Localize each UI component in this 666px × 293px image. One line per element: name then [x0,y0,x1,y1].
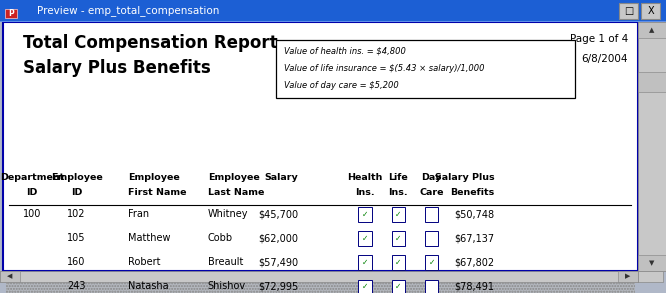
Text: Ins.: Ins. [388,188,408,197]
Text: Total Compensation Report: Total Compensation Report [23,34,277,52]
Text: ✓: ✓ [395,282,402,291]
Bar [358,231,372,246]
Text: $78,491: $78,491 [454,281,494,291]
Bar [618,271,638,282]
Text: Employee: Employee [128,173,180,182]
Text: ▶: ▶ [625,273,631,279]
Text: Care: Care [420,188,444,197]
Text: 243: 243 [67,281,86,291]
Bar [0,271,638,282]
Text: ✓: ✓ [362,258,368,267]
Bar [358,207,372,222]
Bar [392,207,405,222]
Text: Cobb: Cobb [208,233,233,243]
Text: ◀: ◀ [7,273,13,279]
Bar [358,280,372,293]
Bar [425,255,438,270]
Text: Department: Department [0,173,64,182]
Bar [0,0,666,22]
Bar [425,207,438,222]
Text: ▲: ▲ [649,27,655,33]
Bar [3,22,638,271]
Text: Ins.: Ins. [355,188,375,197]
Text: ✓: ✓ [362,234,368,243]
Text: Last Name: Last Name [208,188,264,197]
Bar [638,72,666,92]
Bar [638,22,666,38]
Text: ✓: ✓ [428,258,435,267]
Text: Day: Day [422,173,442,182]
Text: ✓: ✓ [395,210,402,219]
Text: Salary Plus Benefits: Salary Plus Benefits [23,59,210,76]
Text: ✓: ✓ [395,234,402,243]
Text: $72,995: $72,995 [258,281,298,291]
Text: $50,748: $50,748 [454,209,494,219]
Text: Salary Plus: Salary Plus [434,173,494,182]
Text: Value of life insurance = $(5.43 × salary)/1,000: Value of life insurance = $(5.43 × salar… [284,64,484,73]
Text: 6/8/2004: 6/8/2004 [581,54,628,64]
Bar [358,255,372,270]
Bar [5,9,17,18]
Text: Employee: Employee [208,173,260,182]
Bar [392,280,405,293]
Bar [6,280,635,293]
Text: 160: 160 [67,257,86,267]
Text: Natasha: Natasha [128,281,168,291]
Text: Page 1 of 4: Page 1 of 4 [570,34,628,44]
Text: $45,700: $45,700 [258,209,298,219]
Text: Health: Health [347,173,383,182]
Bar [6,280,635,293]
Bar [638,271,663,282]
Text: Breault: Breault [208,257,243,267]
Text: Life: Life [388,173,408,182]
Text: ID: ID [26,188,38,197]
Text: X: X [647,6,654,16]
Bar [425,280,438,293]
Text: Value of health ins. = $4,800: Value of health ins. = $4,800 [284,47,406,56]
Bar [276,40,575,98]
Text: Salary: Salary [264,173,298,182]
Text: ✓: ✓ [395,258,402,267]
Text: Employee: Employee [51,173,103,182]
Bar [641,3,660,19]
Text: ▼: ▼ [649,260,655,266]
Text: $62,000: $62,000 [258,233,298,243]
Text: First Name: First Name [128,188,186,197]
Text: 102: 102 [67,209,86,219]
Bar [0,271,20,282]
Text: P: P [8,9,14,18]
Text: 100: 100 [23,209,41,219]
Bar [425,231,438,246]
Bar [392,231,405,246]
Bar [638,22,666,271]
Text: ID: ID [71,188,83,197]
Bar [392,255,405,270]
Bar [638,255,666,271]
Text: Benefits: Benefits [450,188,494,197]
Text: Whitney: Whitney [208,209,248,219]
Text: Fran: Fran [128,209,149,219]
Bar [619,3,638,19]
Text: Preview - emp_total_compensation: Preview - emp_total_compensation [37,6,219,16]
Bar [0,21,666,22]
Text: 105: 105 [67,233,86,243]
Text: $67,137: $67,137 [454,233,494,243]
Text: ✓: ✓ [362,282,368,291]
Text: $57,490: $57,490 [258,257,298,267]
Text: ✓: ✓ [362,210,368,219]
Text: Value of day care = $5,200: Value of day care = $5,200 [284,81,398,90]
Text: □: □ [624,6,633,16]
Text: $67,802: $67,802 [454,257,494,267]
Text: Robert: Robert [128,257,161,267]
Text: Matthew: Matthew [128,233,170,243]
Text: Shishov: Shishov [208,281,246,291]
